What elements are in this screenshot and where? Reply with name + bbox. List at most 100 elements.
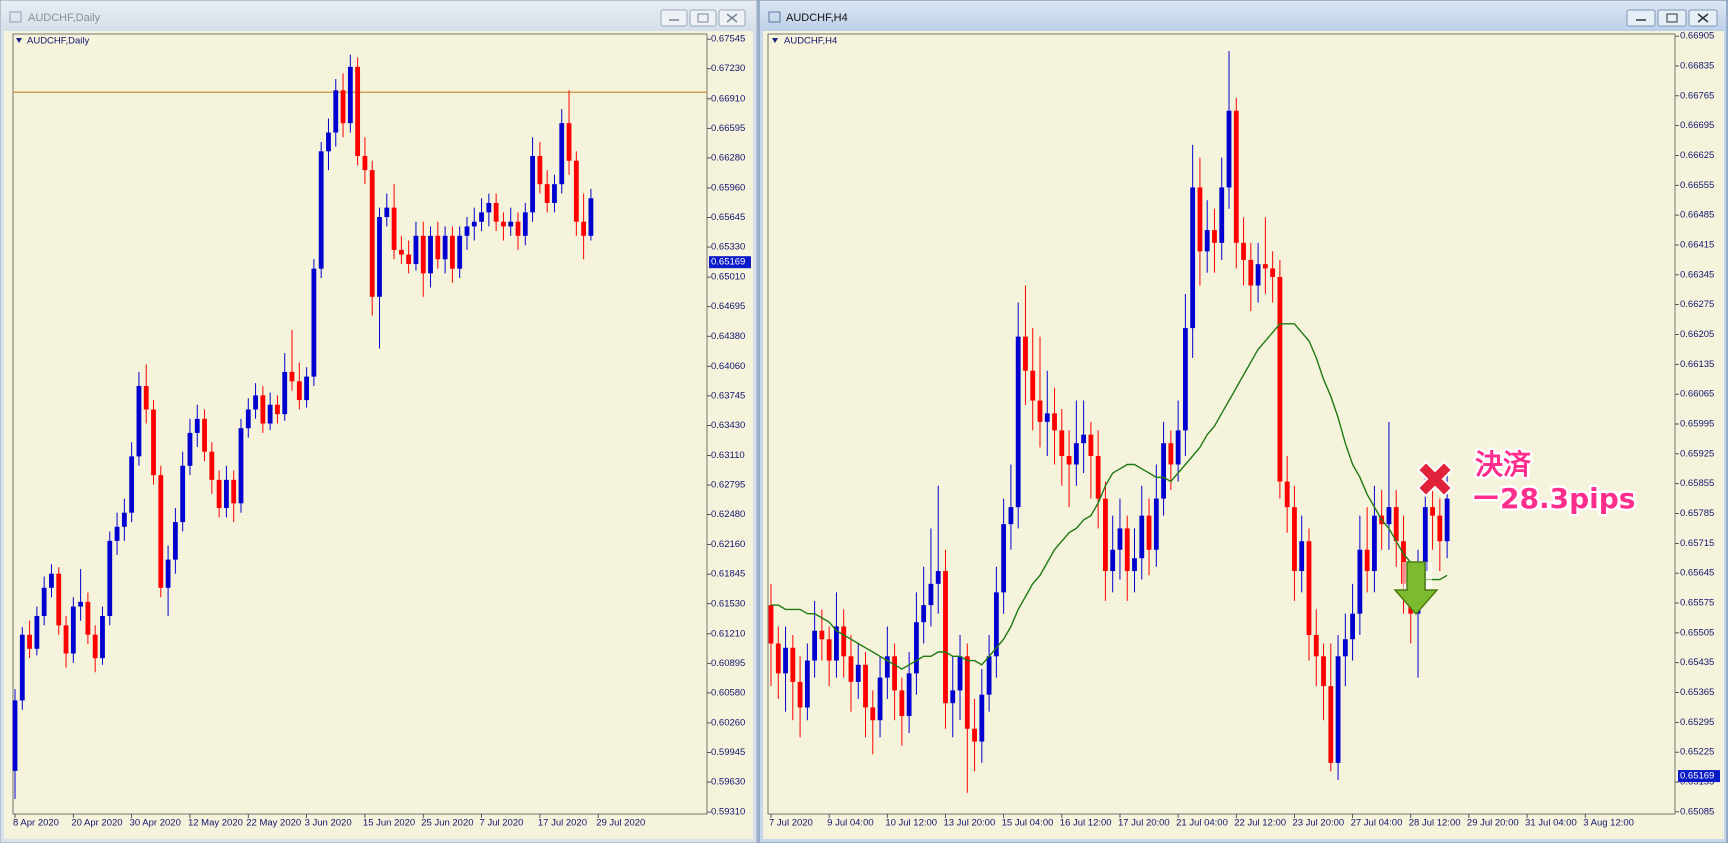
- y-tick-label: 0.66485: [1680, 210, 1714, 221]
- candle-body: [260, 395, 266, 424]
- title-bar: [760, 1, 1726, 31]
- y-tick-label: 0.65995: [1680, 419, 1714, 430]
- candle-body: [289, 371, 295, 382]
- candle-body: [413, 235, 419, 264]
- candle-body: [114, 526, 120, 541]
- candle-body: [1117, 528, 1123, 550]
- y-tick-label: 0.66275: [1680, 299, 1714, 310]
- last-price-box: [1678, 770, 1720, 783]
- candle-body: [202, 418, 207, 452]
- symbol-menu-arrow[interactable]: [16, 38, 22, 43]
- annotation-text: 決済: [1475, 448, 1532, 481]
- y-tick-label: 0.65785: [1680, 508, 1714, 519]
- candle-body: [49, 573, 54, 588]
- candle-body: [537, 156, 543, 185]
- candle-body: [27, 634, 32, 649]
- candle-body: [559, 123, 565, 185]
- candle-body: [420, 235, 426, 274]
- candle-body: [1255, 264, 1261, 286]
- y-tick-label: 0.65715: [1680, 538, 1714, 549]
- daily-chart-marks: 0.67545 0.67230 0.66910 0.66595 0.66280 0.659…: [12, 34, 751, 829]
- y-tick-label: 0.66905: [1680, 31, 1714, 42]
- y-tick-label: 0.59630: [711, 777, 745, 788]
- candle-body: [216, 479, 222, 509]
- y-tick-label: 0.66835: [1680, 60, 1714, 71]
- candle-body: [56, 573, 62, 626]
- candle-body: [972, 728, 977, 742]
- candle-body: [398, 249, 404, 255]
- x-tick-label: 3 Jun 2020: [305, 818, 352, 829]
- restore-button[interactable]: [689, 9, 717, 27]
- candle-body: [1364, 549, 1370, 572]
- candle-body: [384, 207, 390, 218]
- candle-body: [85, 601, 91, 635]
- candle-body: [841, 626, 847, 657]
- candle-body: [1110, 549, 1116, 572]
- restore-button[interactable]: [1657, 9, 1687, 27]
- y-tick-label: 0.64380: [711, 331, 745, 342]
- y-tick-label: 0.65505: [1680, 627, 1714, 638]
- y-tick-label: 0.65330: [711, 242, 745, 253]
- candle-body: [1306, 541, 1312, 635]
- y-tick-label: 0.65575: [1680, 598, 1714, 609]
- x-tick-label: 22 Jul 12:00: [1234, 818, 1286, 829]
- candle-body: [848, 656, 854, 682]
- x-tick-label: 9 Jul 04:00: [827, 818, 873, 829]
- y-tick-label: 0.65295: [1680, 717, 1714, 728]
- candle-body: [151, 409, 156, 476]
- candle-body: [245, 409, 251, 429]
- candle-body: [804, 660, 810, 708]
- y-tick-label: 0.60895: [711, 658, 745, 669]
- candle-body: [1175, 430, 1181, 465]
- candle-body: [457, 235, 463, 269]
- candle-body: [1335, 656, 1341, 763]
- symbol-menu-arrow[interactable]: [772, 38, 778, 43]
- candle-body: [1088, 434, 1094, 456]
- candle-body: [1277, 276, 1283, 482]
- candle-body: [1437, 515, 1443, 542]
- y-tick-label: 0.65925: [1680, 448, 1714, 459]
- candle-body: [501, 221, 506, 227]
- candle-body: [12, 700, 18, 771]
- candle-body: [1270, 268, 1276, 277]
- candle-body: [19, 634, 25, 701]
- chart-area: [4, 31, 753, 839]
- restore-glyph: [1666, 13, 1678, 23]
- candle-body: [1146, 515, 1152, 550]
- candle-body: [797, 681, 803, 708]
- chart-area: [763, 31, 1724, 839]
- candle-body: [552, 184, 557, 203]
- candle-body: [1226, 110, 1232, 188]
- candle-body: [914, 622, 919, 674]
- candle-body: [1350, 613, 1355, 640]
- window-icon: [9, 11, 22, 23]
- candle-body: [877, 677, 883, 721]
- minimize-button[interactable]: [1626, 9, 1656, 27]
- candle-body: [304, 376, 309, 401]
- candle-body: [165, 559, 171, 588]
- candle-body: [1248, 259, 1254, 286]
- y-tick-label: 0.66595: [711, 123, 745, 134]
- candle-body: [1262, 264, 1268, 269]
- x-tick-label: 7 Jul 2020: [769, 818, 813, 829]
- candle-body: [70, 606, 76, 654]
- candle-body: [194, 418, 200, 433]
- candle-body: [1299, 541, 1305, 572]
- candle-body: [464, 226, 470, 236]
- candle-body: [34, 615, 40, 649]
- candle-body: [1030, 370, 1036, 401]
- candle-body: [1132, 558, 1137, 572]
- window-daily: AUDCHF,Daily AUDCHF,Daily: [0, 0, 758, 843]
- candle-body: [1342, 639, 1348, 657]
- candle-body: [1204, 230, 1210, 252]
- candle-body: [1161, 443, 1166, 499]
- y-tick-label: 0.59945: [711, 747, 745, 758]
- minimize-button[interactable]: [660, 9, 688, 27]
- candle-body: [515, 221, 521, 236]
- x-tick-label: 17 Jul 2020: [538, 818, 587, 829]
- candle-body: [892, 656, 897, 691]
- candle-body: [100, 615, 105, 659]
- candle-body: [180, 465, 186, 523]
- candle-body: [63, 625, 69, 654]
